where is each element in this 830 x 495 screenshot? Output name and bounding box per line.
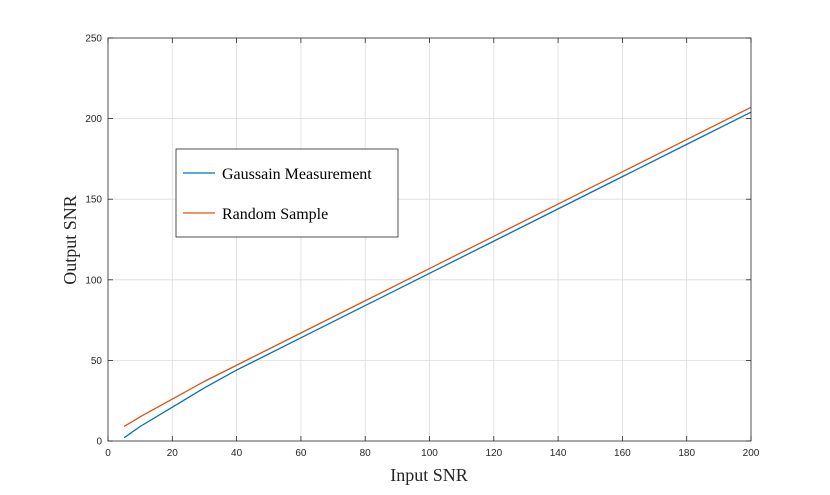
x-tick-label: 80 <box>360 448 372 459</box>
x-tick-label: 60 <box>295 448 307 459</box>
legend-label-gaussian: Gaussain Measurement <box>222 166 372 183</box>
series-line-gaussian-measurement <box>123 111 752 439</box>
x-tick-label: 200 <box>743 448 760 459</box>
series-line-random-sample <box>123 106 752 428</box>
y-tick-label: 150 <box>85 195 102 206</box>
x-tick-label: 180 <box>678 448 695 459</box>
y-tick-label: 0 <box>96 437 102 448</box>
y-tick-label: 50 <box>91 356 103 367</box>
y-tick-label: 250 <box>85 34 102 45</box>
y-axis-label: Output SNR <box>60 195 80 285</box>
x-tick-label: 20 <box>167 448 179 459</box>
y-tick-label: 200 <box>85 114 102 125</box>
axis-ticks: 0 20 40 60 80 100 120 140 160 180 200 0 50 100 150 200 2… <box>85 34 759 460</box>
legend: Gaussain Measurement Random Sample <box>175 148 399 238</box>
legend-box <box>175 148 399 238</box>
y-tick-label: 100 <box>85 275 102 286</box>
x-tick-label: 140 <box>550 448 567 459</box>
series-lines <box>123 106 752 439</box>
x-tick-label: 160 <box>614 448 631 459</box>
grid <box>108 38 751 441</box>
legend-label-random: Random Sample <box>222 206 328 223</box>
x-axis-label: Input SNR <box>390 465 468 485</box>
x-tick-label: 0 <box>105 448 111 459</box>
x-tick-label: 40 <box>231 448 243 459</box>
x-tick-label: 100 <box>421 448 438 459</box>
x-tick-label: 120 <box>485 448 502 459</box>
